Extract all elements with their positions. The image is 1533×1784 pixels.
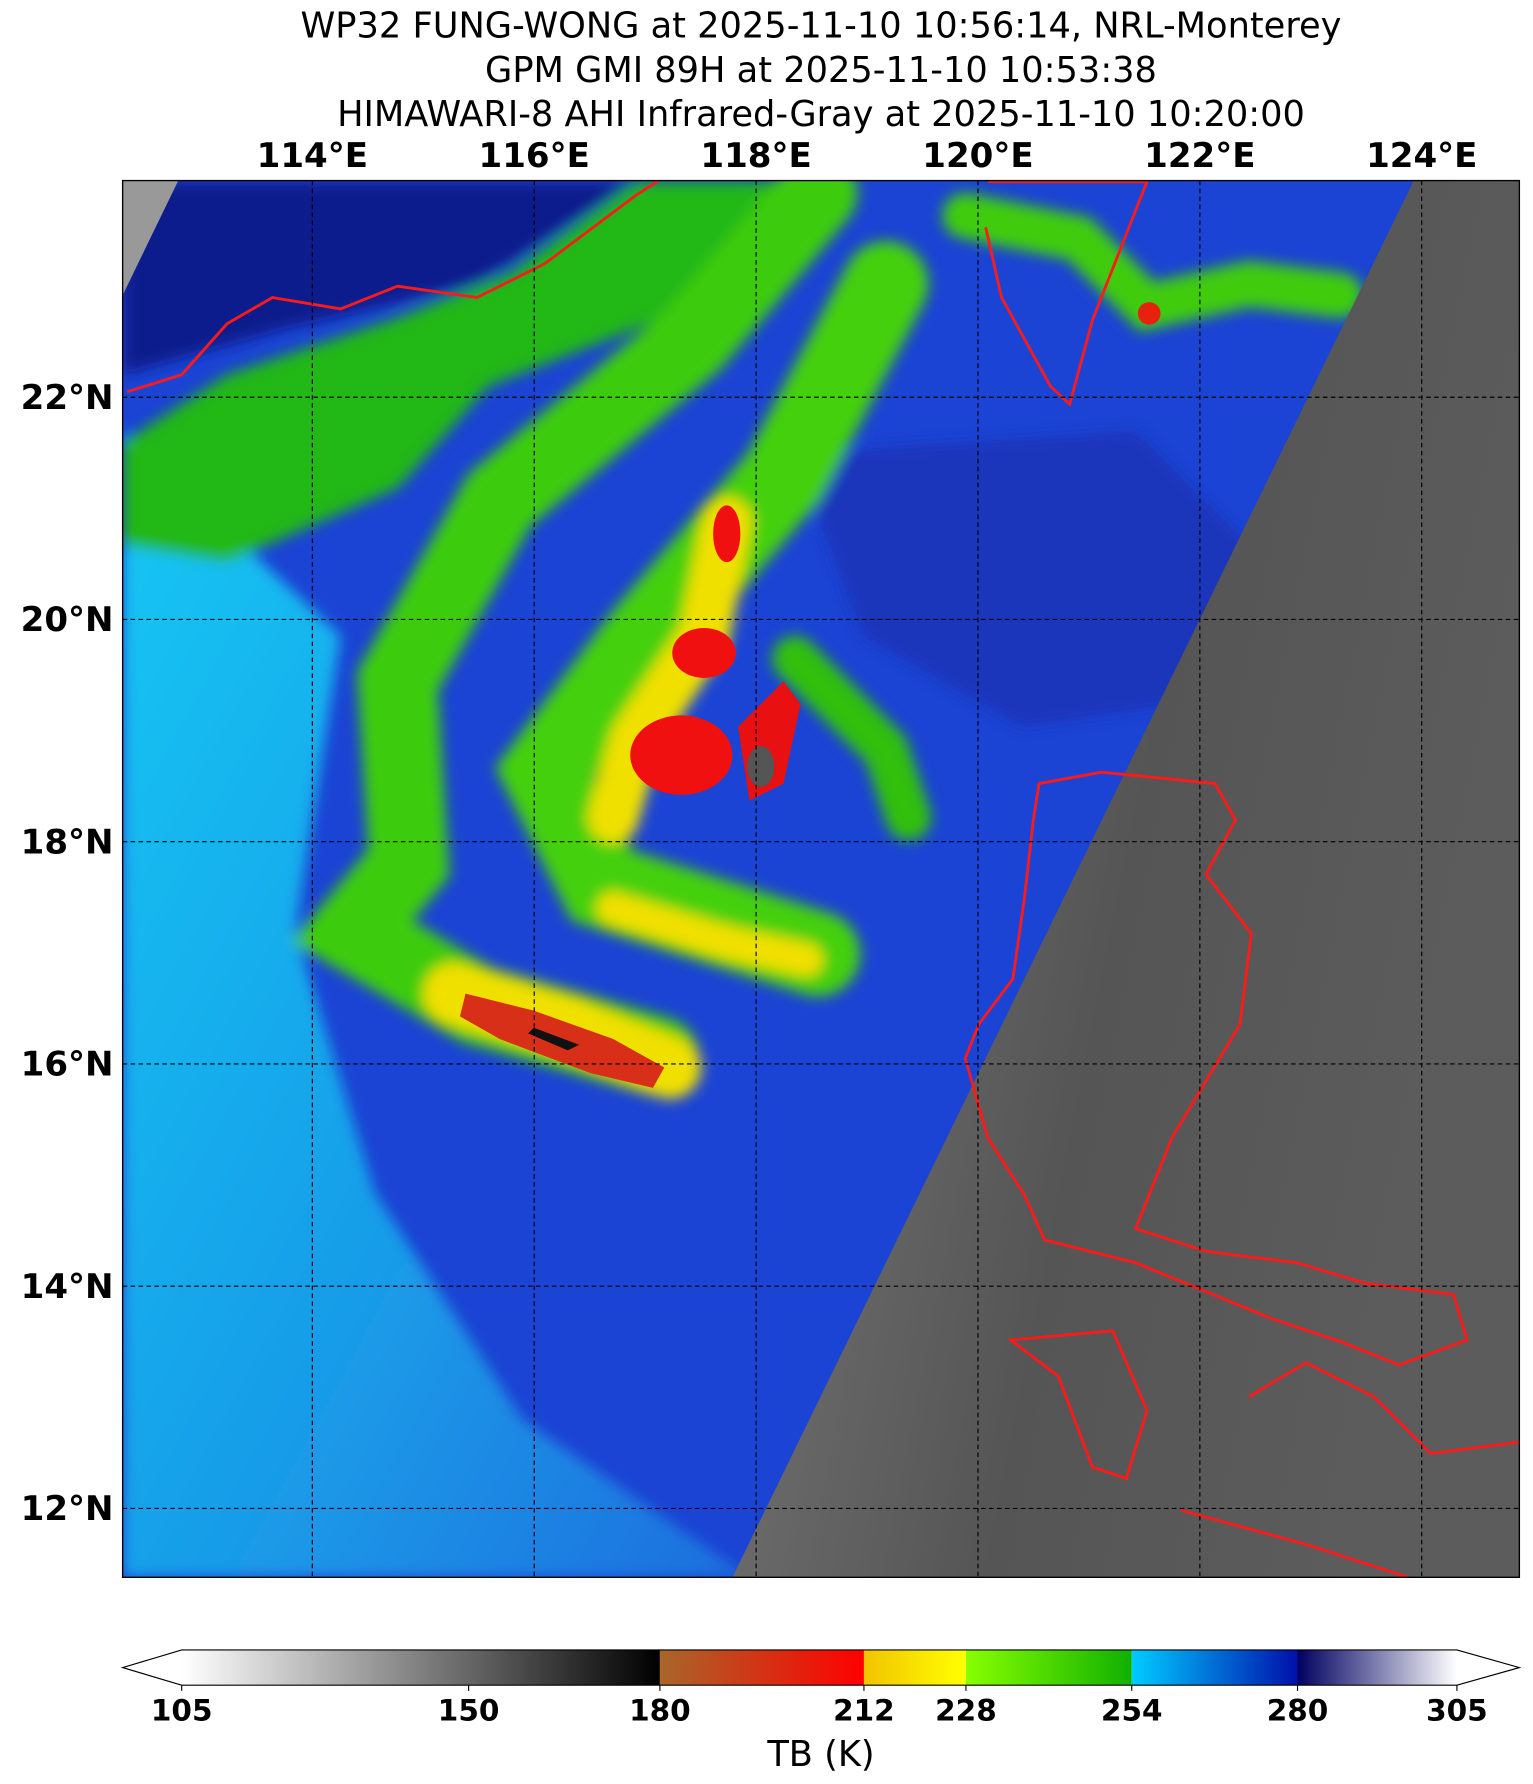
colorbar: 105 150 180 212 228 254 280 305 TB (K) — [120, 1649, 1522, 1775]
colorbar-segment — [863, 1649, 966, 1686]
lon-tick-label: 116°E — [479, 136, 590, 176]
title-block: WP32 FUNG-WONG at 2025-11-10 10:56:14, N… — [301, 5, 1342, 135]
convection-core — [630, 715, 733, 795]
lon-tick-label: 120°E — [922, 136, 1033, 176]
colorbar-tick-label: 105 — [151, 1693, 213, 1727]
lon-tick-label: 114°E — [257, 136, 368, 176]
lat-tick-label: 20°N — [21, 600, 114, 640]
title-line-3: HIMAWARI-8 AHI Infrared-Gray at 2025-11-… — [337, 94, 1305, 135]
colorbar-label: TB (K) — [766, 1734, 874, 1775]
title-line-1: WP32 FUNG-WONG at 2025-11-10 10:56:14, N… — [301, 5, 1342, 46]
lon-tick-label: 124°E — [1366, 136, 1477, 176]
coastlines — [126, 180, 1520, 1578]
latitude-labels: 22°N 20°N 18°N 16°N 14°N 12°N — [21, 378, 114, 1529]
colorbar-extend-max — [1456, 1649, 1520, 1686]
lon-tick-label: 118°E — [700, 136, 811, 176]
satellite-imagery — [122, 180, 1520, 1578]
colorbar-tick-label: 305 — [1426, 1693, 1488, 1727]
colorbar-tick-label: 150 — [438, 1693, 500, 1727]
infrared-region — [732, 180, 1520, 1578]
colorbar-segment — [1131, 1649, 1298, 1686]
colorbar-tick-label: 254 — [1101, 1693, 1163, 1727]
lat-tick-label: 22°N — [21, 378, 114, 418]
gridlines — [122, 180, 1520, 1578]
colorbar-segment — [965, 1649, 1132, 1686]
cyan-region — [122, 431, 750, 1578]
land-green-region — [122, 181, 784, 563]
colorbar-tick-label: 212 — [833, 1693, 895, 1727]
lat-tick-label: 12°N — [21, 1489, 114, 1529]
dark-region — [122, 181, 636, 375]
colorbar-tick-label: 280 — [1267, 1693, 1329, 1727]
longitude-labels: 114°E 116°E 118°E 120°E 122°E 124°E — [257, 136, 1478, 176]
title-line-2: GPM GMI 89H at 2025-11-10 10:53:38 — [485, 50, 1157, 91]
lat-tick-label: 14°N — [21, 1267, 114, 1307]
colorbar-tick-label: 180 — [629, 1693, 691, 1727]
colorbar-segment — [1297, 1649, 1457, 1686]
infrared-corner — [122, 180, 179, 296]
cold-core — [747, 746, 775, 787]
lat-tick-label: 16°N — [21, 1045, 114, 1085]
lon-tick-label: 122°E — [1144, 136, 1255, 176]
map-frame — [121, 179, 1521, 1578]
colorbar-extend-min — [122, 1649, 182, 1686]
colorbar-tick-label: 228 — [935, 1693, 997, 1727]
lat-tick-label: 18°N — [21, 822, 114, 862]
colorbar-segment — [659, 1649, 864, 1686]
colorbar-segment — [181, 1649, 660, 1686]
